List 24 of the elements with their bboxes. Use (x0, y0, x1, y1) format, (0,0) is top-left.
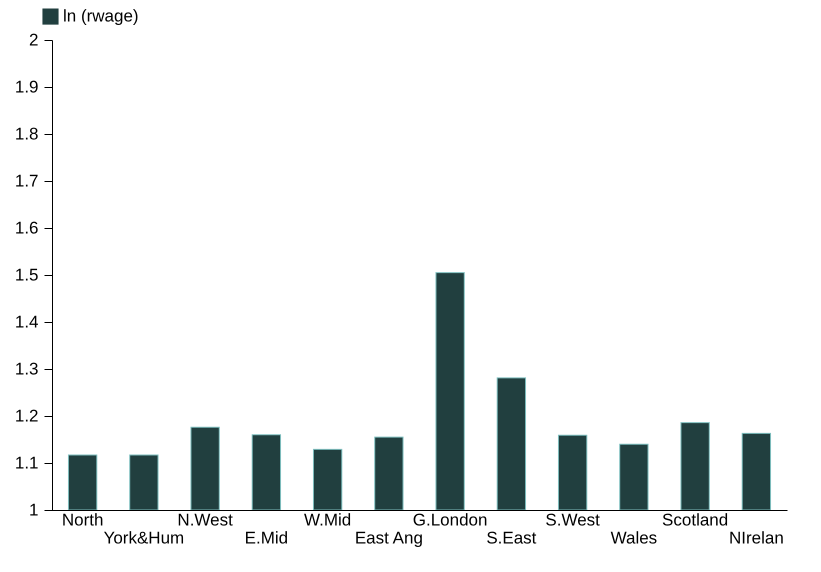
y-tick-label: 1.4 (14, 312, 38, 332)
y-tick-label: 2 (29, 30, 38, 50)
legend-label: ln (rwage) (63, 6, 139, 26)
y-tick-label: 1.7 (14, 172, 38, 190)
y-tick-label: 1.5 (14, 266, 38, 284)
x-tick-label: W.Mid (304, 510, 352, 530)
y-tick-label: 1.8 (14, 124, 38, 144)
y-tick-label: 1.9 (14, 78, 38, 96)
x-tick-label: East Ang (354, 528, 423, 548)
y-tick-label: 1.1 (14, 454, 38, 472)
x-tick-label: E.Mid (244, 528, 288, 548)
x-tick-label: S.East (486, 528, 537, 548)
x-tick-label: G.London (412, 510, 488, 530)
x-tick-label: North (62, 510, 104, 530)
x-tick-label: Wales (610, 528, 658, 548)
x-tick-label: NIrelan (728, 528, 784, 548)
x-tick-label: S.West (545, 510, 600, 530)
x-tick-label: N.West (177, 510, 234, 530)
y-tick-label: 1.6 (14, 218, 38, 238)
x-tick-label: York&Hum (104, 528, 184, 548)
x-tick-label: Scotland (662, 510, 728, 530)
y-tick-label: 1.3 (14, 360, 38, 378)
y-tick-label: 1 (29, 500, 38, 520)
y-tick-label: 1.2 (14, 406, 38, 426)
